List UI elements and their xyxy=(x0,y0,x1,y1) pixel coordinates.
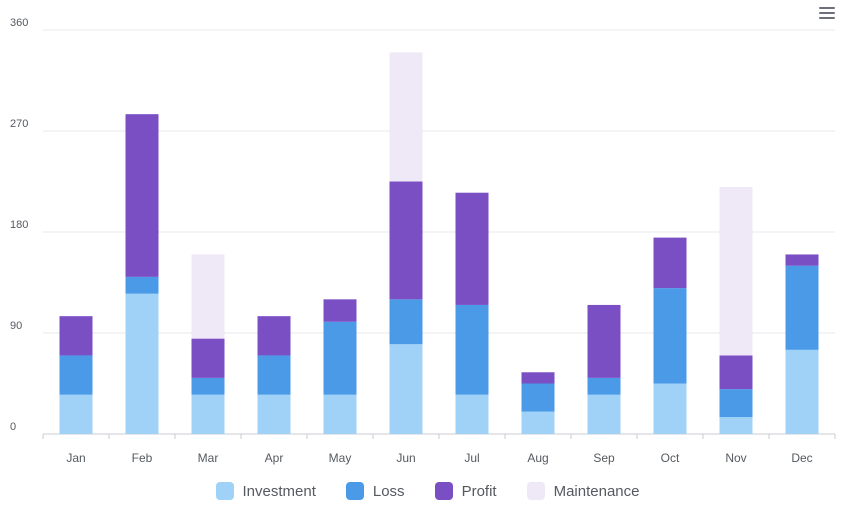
menu-icon[interactable] xyxy=(812,2,842,24)
bar-loss-sep xyxy=(587,377,621,395)
y-tick-label: 180 xyxy=(10,219,28,231)
x-tick-label: May xyxy=(329,451,352,465)
x-tick-label: Jan xyxy=(66,451,85,465)
bar-investment-aug xyxy=(521,411,555,434)
bar-loss-mar xyxy=(191,377,225,395)
bar-loss-jan xyxy=(59,355,93,395)
legend-item-profit[interactable]: Profit xyxy=(434,482,497,500)
legend-item-investment[interactable]: Investment xyxy=(215,482,316,500)
bar-investment-feb xyxy=(125,293,159,434)
bar-investment-nov xyxy=(719,417,753,434)
legend-swatch xyxy=(434,482,453,500)
bar-investment-sep xyxy=(587,394,621,434)
x-tick-label: Mar xyxy=(198,451,219,465)
bar-profit-oct xyxy=(653,237,687,289)
legend-label: Maintenance xyxy=(553,482,640,500)
x-tick-label: Dec xyxy=(791,451,812,465)
bar-profit-jun xyxy=(389,181,423,300)
bar-loss-feb xyxy=(125,276,159,294)
x-tick-label: Aug xyxy=(527,451,548,465)
bar-profit-nov xyxy=(719,355,753,390)
bar-profit-aug xyxy=(521,372,555,384)
bar-investment-may xyxy=(323,394,357,434)
legend-swatch xyxy=(345,482,364,500)
y-tick-label: 270 xyxy=(10,118,28,130)
bar-maintenance-mar xyxy=(191,254,225,339)
bar-profit-feb xyxy=(125,114,159,277)
bar-profit-dec xyxy=(785,254,819,266)
x-tick-label: Oct xyxy=(661,451,680,465)
bar-investment-mar xyxy=(191,394,225,434)
x-tick-label: Nov xyxy=(725,451,746,465)
bar-loss-apr xyxy=(257,355,291,395)
bar-loss-may xyxy=(323,321,357,395)
bar-profit-mar xyxy=(191,338,225,378)
x-tick-label: Sep xyxy=(593,451,615,465)
bar-loss-oct xyxy=(653,288,687,384)
bar-investment-jun xyxy=(389,344,423,434)
bar-loss-jun xyxy=(389,299,423,345)
bar-loss-nov xyxy=(719,389,753,418)
legend-item-maintenance[interactable]: Maintenance xyxy=(526,482,640,500)
legend-label: Loss xyxy=(372,482,405,500)
bar-loss-aug xyxy=(521,383,555,412)
bar-profit-may xyxy=(323,299,357,322)
bar-loss-dec xyxy=(785,265,819,350)
x-tick-label: Jul xyxy=(464,451,479,465)
legend-item-loss[interactable]: Loss xyxy=(345,482,405,500)
legend-swatch xyxy=(526,482,545,500)
x-tick-label: Apr xyxy=(265,451,284,465)
legend-label: Investment xyxy=(242,482,316,500)
bar-investment-jul xyxy=(455,394,489,434)
bar-investment-apr xyxy=(257,394,291,434)
bar-loss-jul xyxy=(455,304,489,395)
bar-profit-sep xyxy=(587,304,621,378)
y-tick-label: 0 xyxy=(10,421,16,433)
chart-legend: Investment Loss Profit Maintenance xyxy=(0,478,855,504)
x-tick-label: Feb xyxy=(132,451,153,465)
y-tick-label: 360 xyxy=(10,17,28,29)
bar-maintenance-jun xyxy=(389,52,423,182)
bar-profit-jan xyxy=(59,316,93,356)
y-tick-label: 90 xyxy=(10,320,22,332)
bar-investment-oct xyxy=(653,383,687,434)
bar-investment-jan xyxy=(59,394,93,434)
bar-maintenance-nov xyxy=(719,187,753,356)
bar-profit-jul xyxy=(455,192,489,305)
legend-label: Profit xyxy=(461,482,497,500)
x-tick-label: Jun xyxy=(396,451,415,465)
legend-swatch xyxy=(215,482,234,500)
bar-profit-apr xyxy=(257,316,291,356)
bar-investment-dec xyxy=(785,349,819,434)
